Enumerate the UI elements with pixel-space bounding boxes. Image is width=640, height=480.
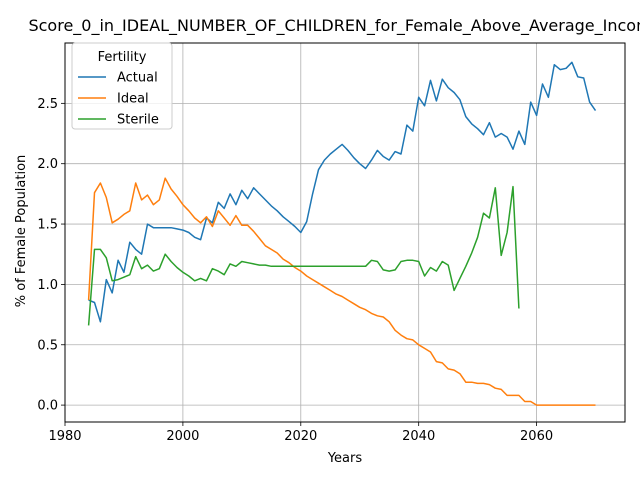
x-tick-label: 2060 xyxy=(520,429,553,444)
legend-label-actual: Actual xyxy=(117,71,158,86)
x-tick-label: 2000 xyxy=(166,429,199,444)
y-tick-label: 1.5 xyxy=(37,218,58,233)
plot-frame xyxy=(64,42,626,423)
x-axis-label: Years xyxy=(327,451,363,466)
series-line-actual xyxy=(88,61,597,323)
x-tick-label: 2040 xyxy=(402,429,435,444)
legend: Fertility Actual Ideal Sterile xyxy=(71,42,173,130)
y-tick-label: 0.0 xyxy=(37,399,58,414)
y-tick-label: 1.0 xyxy=(37,278,58,293)
y-tick-label: 2.5 xyxy=(37,97,58,112)
x-tick-label: 2020 xyxy=(284,429,317,444)
legend-label-sterile: Sterile xyxy=(117,113,159,128)
x-tick-label: 1980 xyxy=(48,429,81,444)
series-line-ideal xyxy=(87,177,596,406)
series-line-sterile xyxy=(87,185,520,326)
series-lines xyxy=(87,61,597,406)
legend-title: Fertility xyxy=(98,50,147,65)
y-axis-label: % of Female Population xyxy=(14,155,29,308)
legend-box xyxy=(71,42,173,130)
y-tick-label: 0.5 xyxy=(37,338,58,353)
chart-title: Score_0_in_IDEAL_NUMBER_OF_CHILDREN_for_… xyxy=(28,16,640,36)
axis-ticks: 1980 2000 2020 2040 2060 0.0 0.5 1.0 1.5 2.0 2.5 xyxy=(37,97,553,444)
legend-entries: Actual Ideal Sterile xyxy=(78,71,159,128)
y-tick-label: 2.0 xyxy=(37,157,58,172)
legend-label-ideal: Ideal xyxy=(117,92,149,107)
